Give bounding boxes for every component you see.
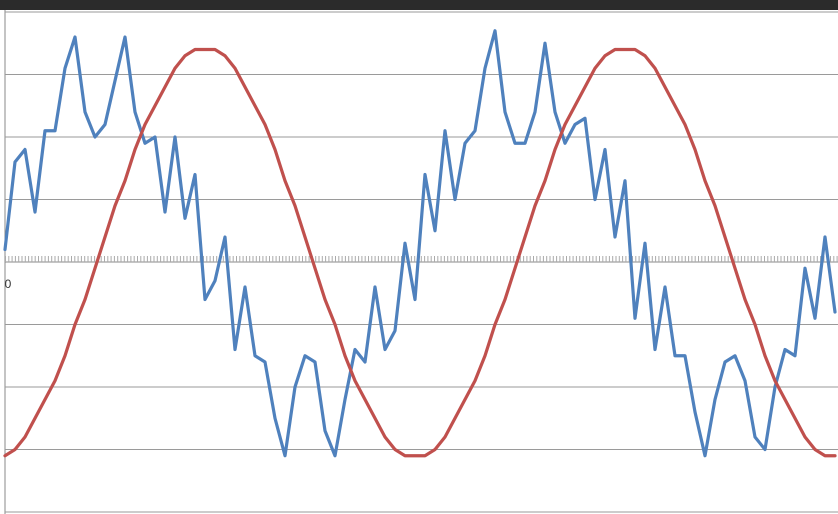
x-axis: 0 <box>4 256 838 291</box>
plot <box>3 29 837 458</box>
series-line <box>3 47 837 458</box>
series-line <box>3 29 837 458</box>
top-bar <box>0 0 838 10</box>
x-tick-label: 0 <box>5 277 12 291</box>
